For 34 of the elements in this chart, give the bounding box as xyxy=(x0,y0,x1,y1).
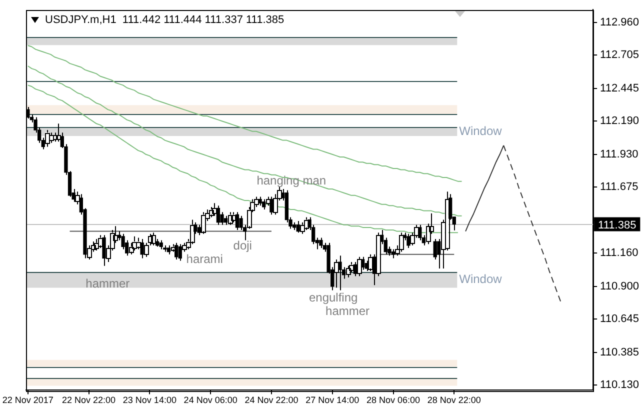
y-tick-label: 111.160 xyxy=(600,247,638,260)
candlestick xyxy=(121,233,125,250)
annotation: harami xyxy=(186,252,223,266)
y-tick-label: 111.675 xyxy=(600,181,638,194)
candlestick xyxy=(220,212,224,226)
annotation: hammer xyxy=(86,276,130,291)
x-tick-label: 28 Nov 06:00 xyxy=(366,395,420,406)
y-tick-label: 111.930 xyxy=(600,148,638,160)
y-tick-label: 112.190 xyxy=(600,115,640,128)
candlestick xyxy=(433,238,437,260)
chart-title: USDJPY.m,H1 111.442 111.444 111.337 111.385 xyxy=(45,14,284,26)
band-label: Window xyxy=(459,124,502,138)
ref-line-label: 111.385 xyxy=(598,219,636,232)
y-tick-label: 112.960 xyxy=(600,16,640,28)
x-tick-label: 27 Nov 14:00 xyxy=(306,395,360,406)
x-tick-label: 24 Nov 22:00 xyxy=(244,395,298,406)
x-tick-label: 24 Nov 06:00 xyxy=(184,395,238,406)
candlestick xyxy=(319,237,323,248)
y-tick-label: 110.900 xyxy=(600,280,640,292)
annotation: hammer xyxy=(326,304,370,318)
x-tick-label: 22 Nov 2017 xyxy=(2,395,54,406)
annotation: hanging man xyxy=(256,174,326,188)
band-label: Window xyxy=(459,272,502,286)
x-tick-label: 23 Nov 14:00 xyxy=(122,395,176,406)
annotation: engulfing xyxy=(308,290,358,304)
x-tick-label: 22 Nov 22:00 xyxy=(62,395,116,406)
x-tick-label: 28 Nov 22:00 xyxy=(427,395,481,406)
annotation: doji xyxy=(233,238,252,252)
y-tick-label: 110.130 xyxy=(600,379,640,392)
candlestick xyxy=(239,215,243,231)
y-tick-label: 112.445 xyxy=(600,82,640,94)
y-tick-label: 112.705 xyxy=(600,49,640,62)
y-tick-label: 110.645 xyxy=(600,313,640,326)
y-tick-label: 110.385 xyxy=(600,346,640,358)
